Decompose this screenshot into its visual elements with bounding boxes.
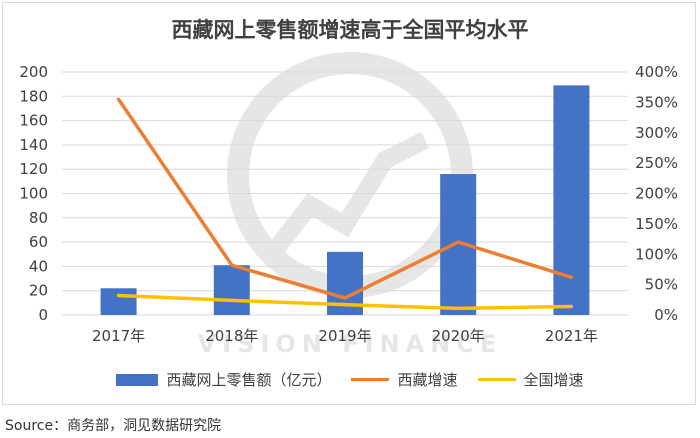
- y-right-tick-label: 350%: [635, 93, 678, 111]
- legend-item-national-growth: 全国增速: [477, 369, 584, 390]
- x-tick-label: 2019年: [318, 327, 371, 345]
- y-left-tick-label: 180: [19, 87, 48, 105]
- y-right-tick-label: 100%: [635, 245, 678, 263]
- y-left-tick-label: 40: [29, 257, 48, 275]
- y-left-tick-label: 60: [29, 233, 48, 251]
- chart-legend: 西藏网上零售额（亿元） 西藏增速 全国增速: [0, 369, 700, 390]
- y-right-tick-label: 50%: [645, 276, 678, 294]
- national-growth-line: [116, 293, 574, 311]
- x-tick-label: 2018年: [205, 327, 258, 345]
- bar: [213, 265, 250, 315]
- legend-swatch-line: [477, 378, 516, 381]
- y-left-tick-label: 20: [29, 282, 48, 300]
- watermark-arrow: [267, 131, 430, 256]
- bar: [100, 288, 137, 315]
- y-left-tick-label: 0: [38, 306, 48, 324]
- legend-swatch-bar: [116, 373, 159, 386]
- y-left-tick-label: 200: [19, 63, 48, 81]
- legend-label: 西藏增速: [397, 371, 458, 389]
- y-left-tick-label: 100: [19, 185, 48, 203]
- x-tick-label: 2017年: [92, 327, 145, 345]
- legend-item-tibet-growth: 西藏增速: [351, 369, 458, 390]
- legend-item-retail-sales: 西藏网上零售额（亿元）: [116, 369, 331, 390]
- watermark-text: VISION FINANCE: [198, 330, 503, 358]
- y-right-tick-label: 0%: [654, 306, 678, 324]
- y-right-tick-label: 300%: [635, 124, 678, 142]
- source-note: Source：商务部，洞见数据研究院: [5, 418, 222, 434]
- y-left-tick-label: 140: [19, 136, 48, 154]
- y-right-tick-label: 150%: [635, 215, 678, 233]
- legend-swatch-line: [351, 378, 390, 381]
- chart-title: 西藏网上零售额增速高于全国平均水平: [171, 18, 529, 42]
- y-left-tick-label: 120: [19, 160, 48, 178]
- y-left-tick-label: 160: [19, 112, 48, 130]
- y-left-tick-label: 80: [29, 209, 48, 227]
- y-right-tick-label: 200%: [635, 185, 678, 203]
- legend-label: 西藏网上零售额（亿元）: [166, 371, 332, 389]
- bar: [553, 85, 590, 316]
- legend-label: 全国增速: [523, 371, 584, 389]
- y-right-tick-label: 250%: [635, 154, 678, 172]
- tibet-growth-line: [116, 97, 574, 300]
- x-tick-label: 2020年: [432, 327, 485, 345]
- x-tick-label: 2021年: [545, 327, 598, 345]
- y-right-tick-label: 400%: [635, 63, 678, 81]
